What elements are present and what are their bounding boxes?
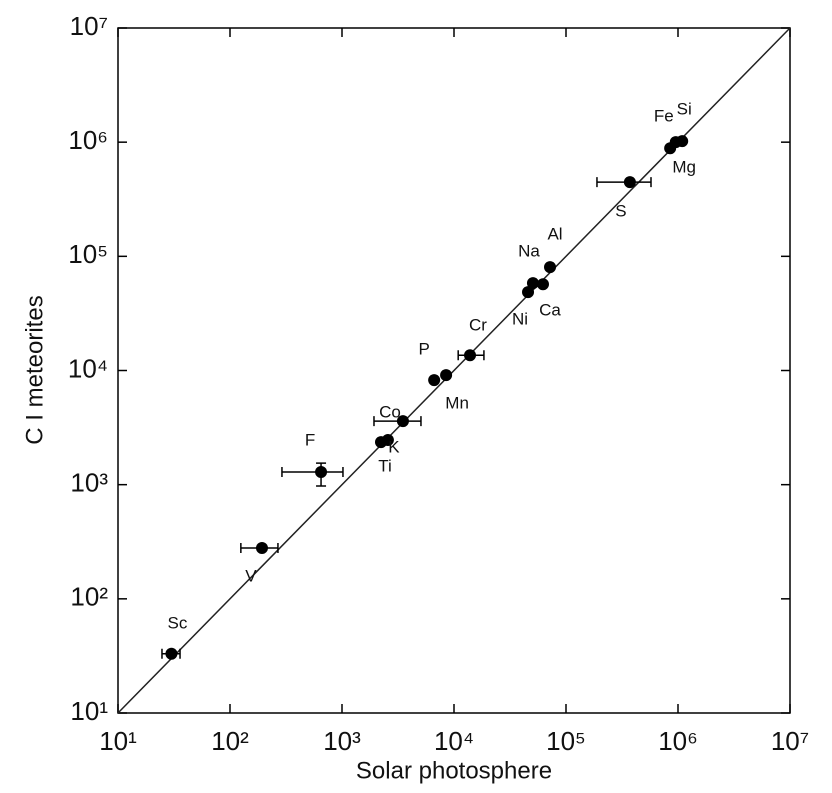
x-tick-label: 10⁷ (771, 726, 809, 756)
data-point (165, 647, 178, 660)
point-label: Ti (378, 457, 392, 476)
data-point (396, 415, 409, 428)
data-point (440, 369, 453, 382)
point-label: P (418, 340, 429, 359)
point-label: V (245, 566, 257, 585)
point-label: Al (547, 225, 562, 244)
point-label: Ca (539, 301, 561, 320)
x-axis-label: Solar photosphere (356, 757, 552, 784)
x-tick-label: 10² (211, 726, 249, 756)
data-point (536, 278, 549, 291)
data-point (315, 466, 328, 479)
data-point (526, 277, 539, 290)
point-label: Si (677, 100, 692, 119)
data-point (464, 349, 477, 362)
data-point (428, 374, 441, 387)
data-point (381, 434, 394, 447)
data-point (522, 286, 535, 299)
point-label: Sc (168, 613, 188, 632)
point-label: Ni (512, 310, 528, 329)
x-tick-label: 10¹ (99, 726, 137, 756)
point-label: Fe (654, 107, 674, 126)
x-tick-label: 10⁵ (546, 726, 586, 756)
point-label: F (305, 431, 315, 450)
x-tick-label: 10³ (323, 726, 361, 756)
x-tick-label: 10⁶ (658, 726, 698, 756)
y-tick-label: 10⁴ (68, 353, 108, 383)
x-error-bar (281, 467, 344, 478)
y-tick-label: 10³ (70, 468, 108, 498)
y-axis-label: C I meteorites (21, 295, 48, 444)
data-point (676, 135, 689, 148)
y-tick-label: 10⁶ (68, 125, 108, 155)
point-label: Mn (445, 394, 469, 413)
data-point (623, 176, 636, 189)
data-point (544, 261, 557, 274)
point-label: Co (379, 403, 401, 422)
x-tick-label: 10⁴ (434, 726, 474, 756)
point-label: S (615, 202, 626, 221)
y-tick-label: 10⁷ (70, 11, 108, 41)
point-label: K (388, 438, 400, 457)
point-label: Mg (672, 158, 696, 177)
y-tick-label: 10¹ (70, 696, 108, 726)
fit-line (117, 27, 791, 714)
point-label: Na (518, 242, 540, 261)
y-tick-label: 10² (70, 582, 108, 612)
data-point (255, 541, 268, 554)
y-tick-label: 10⁵ (68, 239, 108, 269)
point-label: Cr (469, 316, 487, 335)
